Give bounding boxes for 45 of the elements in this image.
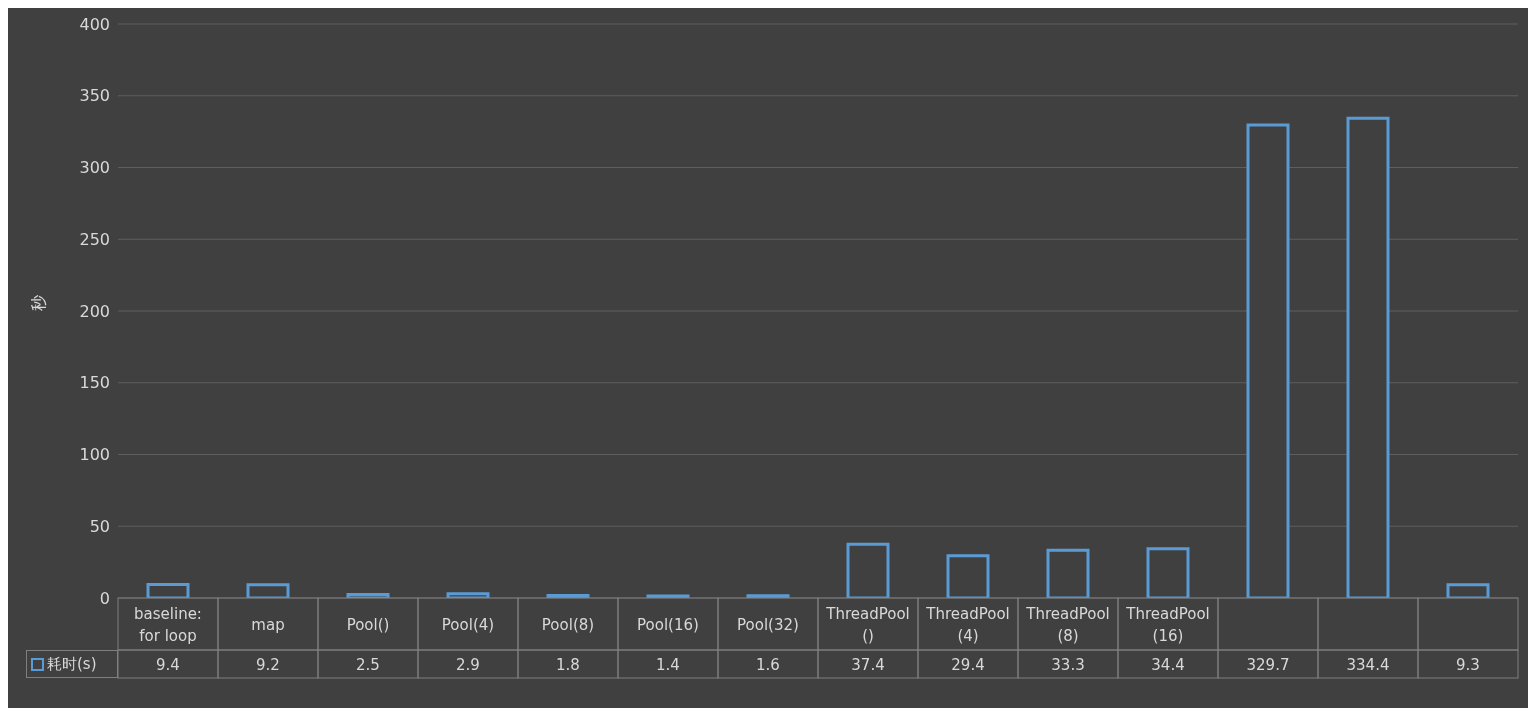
x-tick-label: ThreadPool(): [825, 605, 910, 645]
data-label: 9.3: [1456, 656, 1480, 674]
x-tick-label: Pool(32): [737, 616, 799, 634]
data-label: 9.2: [256, 656, 280, 674]
y-tick-label: 50: [89, 516, 110, 536]
bar: [146, 583, 190, 598]
bar: [1046, 548, 1090, 598]
data-label: 29.4: [951, 656, 985, 674]
data-label: 2.5: [356, 656, 380, 674]
x-tick-label: ThreadPool(8): [1025, 605, 1110, 645]
data-label: 9.4: [156, 656, 180, 674]
y-axis-title: 秒: [28, 295, 48, 311]
x-tick-label: Pool(): [346, 616, 390, 634]
bar: [1446, 583, 1490, 598]
legend-label: 耗时(s): [47, 654, 97, 674]
data-label: 33.3: [1051, 656, 1085, 674]
data-label: 1.4: [656, 656, 680, 674]
x-tick-label: ThreadPool(4): [925, 605, 1010, 645]
bar: [1346, 116, 1390, 598]
y-tick-label: 300: [79, 158, 110, 178]
x-tick-label: Pool(16): [637, 616, 699, 634]
y-tick-label: 250: [79, 229, 110, 249]
data-label: 2.9: [456, 656, 480, 674]
bar: [1146, 547, 1190, 598]
data-label: 34.4: [1151, 656, 1185, 674]
x-tick-label: map: [251, 616, 285, 634]
data-label: 1.6: [756, 656, 780, 674]
y-tick-label: 350: [79, 86, 110, 106]
y-tick-label: 100: [79, 445, 110, 465]
bar: [846, 542, 890, 598]
x-tick-label: Pool(8): [541, 616, 595, 634]
y-tick-label: 150: [79, 373, 110, 393]
bar: [246, 583, 290, 598]
data-label: 329.7: [1246, 656, 1290, 674]
data-label: 334.4: [1346, 656, 1390, 674]
bar: [946, 554, 990, 598]
bar: [1246, 123, 1290, 598]
y-tick-label: 0: [99, 588, 110, 608]
x-tick-label: baseline: for loop: [134, 605, 202, 645]
y-tick-label: 200: [79, 301, 110, 321]
data-label: 1.8: [556, 656, 580, 674]
data-label: 37.4: [851, 656, 885, 674]
y-tick-label: 400: [79, 14, 110, 34]
x-tick-label: Pool(4): [441, 616, 495, 634]
x-tick-label: ThreadPool(16): [1125, 605, 1210, 645]
